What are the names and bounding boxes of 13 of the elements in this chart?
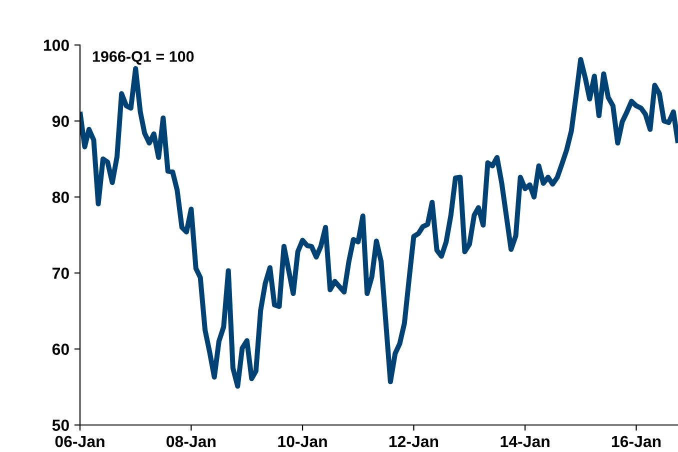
- y-tick-label: 60: [52, 344, 69, 355]
- y-tick-label: 90: [52, 116, 69, 127]
- annotation: 1966-Q1 = 100: [92, 51, 194, 65]
- x-tick-label: 06-Jan: [55, 436, 104, 448]
- y-tick-label: 50: [52, 420, 69, 431]
- x-tick-label: 08-Jan: [166, 436, 216, 448]
- y-tick-label: 100: [44, 40, 69, 51]
- x-tick-label: 14-Jan: [500, 436, 550, 448]
- x-tick-label: 10-Jan: [278, 436, 327, 448]
- y-tick-label: 80: [52, 192, 69, 203]
- y-tick-label: 70: [52, 268, 69, 279]
- x-tick-label: 16-Jan: [612, 436, 661, 448]
- x-tick-label: 12-Jan: [389, 436, 438, 448]
